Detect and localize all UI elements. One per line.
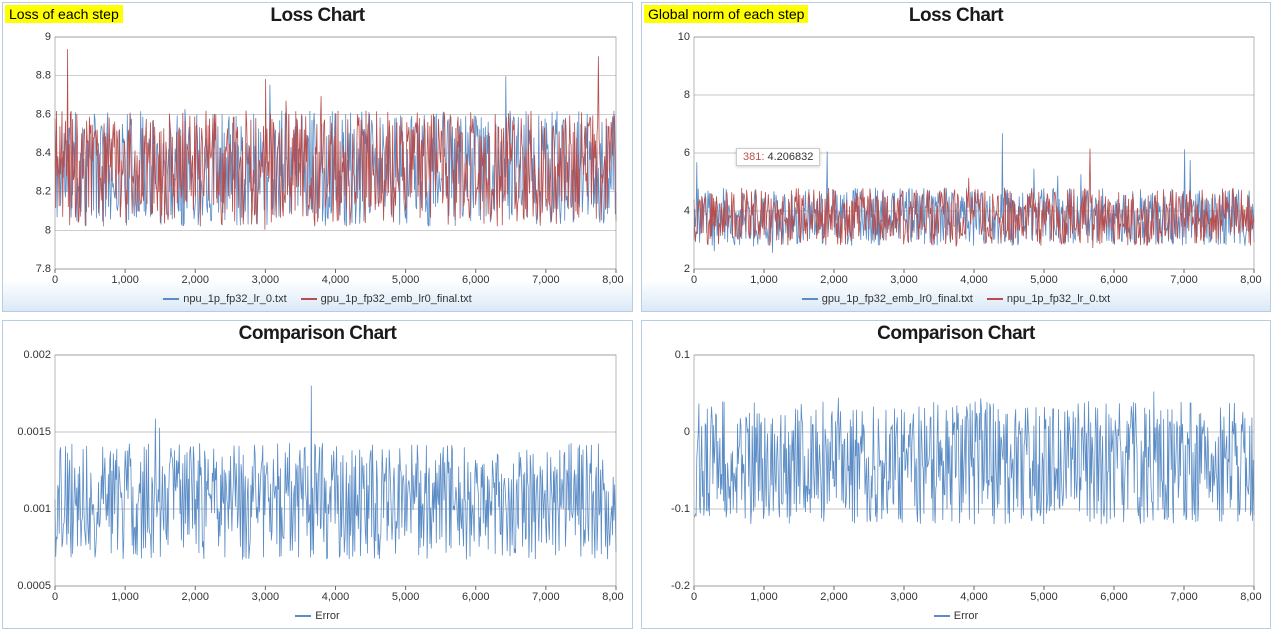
legend-item[interactable]: Error [295, 610, 339, 622]
svg-text:-0.1: -0.1 [671, 503, 690, 515]
svg-text:5,000: 5,000 [1030, 591, 1058, 603]
legend-label: npu_1p_fp32_lr_0.txt [183, 293, 286, 305]
svg-text:2,000: 2,000 [181, 274, 209, 286]
svg-text:4: 4 [684, 205, 690, 217]
legend-swatch [802, 298, 818, 300]
svg-text:4,000: 4,000 [322, 591, 350, 603]
svg-text:10: 10 [678, 31, 690, 43]
svg-text:4,000: 4,000 [960, 274, 988, 286]
svg-text:0.0005: 0.0005 [17, 580, 51, 592]
svg-text:8,000: 8,000 [1240, 591, 1262, 603]
legend: gpu_1p_fp32_emb_lr0_final.txt npu_1p_fp32… [642, 291, 1270, 311]
legend: Error [642, 608, 1270, 628]
highlight-global-norm: Global norm of each step [644, 5, 808, 23]
legend-label: gpu_1p_fp32_emb_lr0_final.txt [822, 293, 973, 305]
svg-text:5,000: 5,000 [1030, 274, 1058, 286]
svg-text:2,000: 2,000 [820, 274, 848, 286]
legend-swatch [987, 298, 1003, 300]
legend-swatch [295, 615, 311, 617]
loss-chart-left-panel: Loss of each step Loss Chart 7.888.28.48… [2, 2, 633, 312]
svg-text:3,000: 3,000 [890, 591, 918, 603]
series-gpu [694, 133, 1254, 253]
svg-text:0.0015: 0.0015 [17, 426, 51, 438]
svg-text:0: 0 [691, 591, 697, 603]
svg-text:0: 0 [52, 591, 58, 603]
highlight-loss-each-step: Loss of each step [5, 5, 123, 23]
legend-swatch [934, 615, 950, 617]
svg-text:9: 9 [45, 31, 51, 43]
svg-text:1,000: 1,000 [111, 274, 139, 286]
svg-text:7.8: 7.8 [36, 263, 51, 275]
svg-text:8,000: 8,000 [602, 274, 624, 286]
chart-title: Comparison Chart [642, 323, 1270, 345]
plot-area[interactable]: 0.0005 0.001 0.0015 0.002 0 1,000 2,000 3,000 4,… [11, 349, 624, 606]
svg-text:2,000: 2,000 [820, 591, 848, 603]
svg-text:5,000: 5,000 [392, 591, 420, 603]
svg-text:0: 0 [52, 274, 58, 286]
svg-text:8: 8 [684, 89, 690, 101]
svg-text:4,000: 4,000 [960, 591, 988, 603]
legend-item[interactable]: npu_1p_fp32_lr_0.txt [987, 293, 1110, 305]
chart-title: Comparison Chart [3, 323, 632, 345]
svg-text:7,000: 7,000 [532, 591, 560, 603]
svg-text:8.2: 8.2 [36, 186, 51, 198]
legend-swatch [163, 298, 179, 300]
legend-label: npu_1p_fp32_lr_0.txt [1007, 293, 1110, 305]
svg-text:7,000: 7,000 [1170, 591, 1198, 603]
svg-text:8,000: 8,000 [602, 591, 624, 603]
series-error [55, 386, 616, 560]
svg-text:8: 8 [45, 224, 51, 236]
legend-item[interactable]: gpu_1p_fp32_emb_lr0_final.txt [802, 293, 973, 305]
svg-text:5,000: 5,000 [392, 274, 420, 286]
legend-item[interactable]: gpu_1p_fp32_emb_lr0_final.txt [301, 293, 472, 305]
loss-chart-right-panel: Global norm of each step Loss Chart 2468… [641, 2, 1271, 312]
svg-text:2: 2 [684, 263, 690, 275]
svg-text:8.8: 8.8 [36, 70, 51, 82]
svg-text:6,000: 6,000 [462, 274, 490, 286]
plot-area[interactable]: 7.8 8 8.2 8.4 8.6 8.8 9 0 1,000 2,000 3,000 4,000 5,… [11, 31, 624, 289]
svg-text:6,000: 6,000 [462, 591, 490, 603]
legend-item[interactable]: Error [934, 610, 978, 622]
svg-text:0.1: 0.1 [675, 349, 690, 361]
svg-text:2,000: 2,000 [181, 591, 209, 603]
svg-text:1,000: 1,000 [111, 591, 139, 603]
legend-swatch [301, 298, 317, 300]
svg-text:0.001: 0.001 [23, 503, 51, 515]
svg-text:8.4: 8.4 [36, 147, 51, 159]
legend-label: Error [954, 610, 978, 622]
svg-text:3,000: 3,000 [252, 591, 280, 603]
legend: npu_1p_fp32_lr_0.txt gpu_1p_fp32_emb_lr0_… [3, 291, 632, 311]
legend-item[interactable]: npu_1p_fp32_lr_0.txt [163, 293, 286, 305]
svg-text:6,000: 6,000 [1100, 274, 1128, 286]
svg-text:8,000: 8,000 [1240, 274, 1262, 286]
svg-text:1,000: 1,000 [750, 591, 778, 603]
svg-text:0: 0 [691, 274, 697, 286]
series-error [694, 392, 1254, 525]
svg-text:0.002: 0.002 [23, 349, 51, 361]
svg-text:1,000: 1,000 [750, 274, 778, 286]
svg-text:-0.2: -0.2 [671, 580, 690, 592]
svg-text:6,000: 6,000 [1100, 591, 1128, 603]
svg-text:7,000: 7,000 [532, 274, 560, 286]
legend-label: gpu_1p_fp32_emb_lr0_final.txt [321, 293, 472, 305]
svg-text:4,000: 4,000 [322, 274, 350, 286]
plot-area[interactable]: 2 4 6 8 10 0 1,000 2,000 3,000 4,000 5,000 6,000 7,0… [650, 31, 1262, 289]
svg-text:3,000: 3,000 [890, 274, 918, 286]
svg-text:6: 6 [684, 147, 690, 159]
legend-label: Error [315, 610, 339, 622]
svg-text:7,000: 7,000 [1170, 274, 1198, 286]
comparison-chart-left-panel: Comparison Chart 0.00050.0010.00150.0020… [2, 320, 633, 629]
svg-text:3,000: 3,000 [252, 274, 280, 286]
svg-text:8.6: 8.6 [36, 108, 51, 120]
plot-area[interactable]: -0.2 -0.1 0 0.1 0 1,000 2,000 3,000 4,000 5,000 6,… [650, 349, 1262, 606]
comparison-chart-right-panel: Comparison Chart -0.2 -0.1 0 0.1 0 1,000 2,000… [641, 320, 1271, 629]
svg-text:0: 0 [684, 426, 690, 438]
legend: Error [3, 608, 632, 628]
